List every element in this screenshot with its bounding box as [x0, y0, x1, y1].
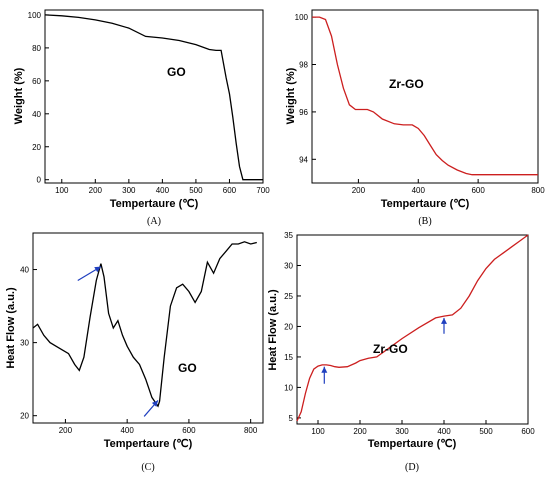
x-tick-label: 300	[395, 427, 409, 436]
ticks-b: 200 400 600 800 94 96 98 100	[295, 13, 546, 195]
panel-a: 100 200 300 400 500 600 700 0 20 40 60 80 100 Temper…	[13, 9, 271, 227]
y-tick-label: 30	[284, 261, 293, 270]
annotation-a: GO	[167, 65, 186, 79]
y-tick-label: 40	[32, 110, 41, 119]
annotation-d: Zr-GO	[373, 342, 408, 356]
x-tick-label: 600	[182, 426, 196, 435]
arrow-annotation	[321, 366, 328, 384]
arrow-annotation	[143, 399, 159, 417]
y-tick-label: 35	[284, 231, 293, 240]
x-tick-label: 500	[479, 427, 493, 436]
y-tick-label: 40	[20, 266, 29, 275]
y-tick-label: 10	[284, 383, 293, 392]
x-axis-label-b: Tempertaure (℃)	[381, 198, 470, 210]
ticks-a: 100 200 300 400 500 600 700 0 20 40 60 80 100	[28, 11, 271, 195]
y-tick-label: 96	[299, 108, 308, 117]
plot-frame-c	[32, 232, 264, 424]
x-tick-label: 400	[120, 426, 134, 435]
y-tick-label: 15	[284, 353, 293, 362]
x-tick-label: 400	[437, 427, 451, 436]
x-axis-label-a: Tempertaure (℃)	[110, 198, 199, 210]
y-tick-label: 20	[32, 143, 41, 152]
plot-frame-a	[44, 9, 264, 184]
x-tick-label: 100	[55, 186, 69, 195]
y-tick-label: 98	[299, 61, 308, 70]
y-tick-label: 94	[299, 155, 308, 164]
y-tick-label: 5	[289, 414, 294, 423]
x-tick-label: 800	[244, 426, 258, 435]
x-tick-label: 400	[412, 186, 426, 195]
arrows-c	[77, 266, 159, 417]
series-line-a	[44, 14, 263, 181]
x-axis-label-d: Tempertaure (℃)	[368, 438, 457, 450]
x-tick-label: 200	[59, 426, 73, 435]
x-tick-label: 600	[223, 186, 237, 195]
y-axis-label-c: Heat Flow (a.u.)	[5, 287, 17, 369]
x-tick-label: 200	[353, 427, 367, 436]
arrow-annotation	[77, 266, 102, 282]
y-tick-label: 20	[284, 322, 293, 331]
panel-c: 200 400 600 800 20 30 40 Tempertaure (℃) Heat …	[5, 232, 264, 473]
x-tick-label: 200	[89, 186, 103, 195]
annotation-b: Zr-GO	[389, 77, 424, 91]
x-tick-label: 400	[156, 186, 170, 195]
panel-d: 100 200 300 400 500 600 5 10 15 20 25 30 35 Temperta…	[267, 231, 535, 473]
panel-label-c: (C)	[141, 462, 154, 473]
x-tick-label: 100	[311, 427, 325, 436]
series-line-c	[32, 241, 257, 408]
y-tick-label: 25	[284, 292, 293, 301]
panel-b: 200 400 600 800 94 96 98 100 Tempertaure (℃) We…	[285, 9, 546, 227]
y-tick-label: 60	[32, 77, 41, 86]
panel-label-a: (A)	[147, 216, 161, 227]
panel-label-d: (D)	[405, 462, 419, 473]
series-line-d	[296, 234, 529, 422]
x-tick-label: 700	[256, 186, 270, 195]
y-tick-label: 100	[28, 11, 42, 20]
plot-frame-d	[296, 234, 529, 425]
plot-frame-b	[311, 9, 539, 184]
arrows-d	[321, 317, 447, 384]
x-tick-label: 600	[521, 427, 535, 436]
ticks-c: 200 400 600 800 20 30 40	[20, 266, 258, 435]
y-tick-label: 80	[32, 44, 41, 53]
y-axis-label-a: Weight (%)	[13, 67, 25, 124]
ticks-d: 100 200 300 400 500 600 5 10 15 20 25 30 35	[284, 231, 535, 436]
y-axis-label-b: Weight (%)	[285, 67, 297, 124]
x-tick-label: 500	[189, 186, 203, 195]
y-tick-label: 0	[37, 176, 42, 185]
panel-label-b: (B)	[418, 216, 431, 227]
y-tick-label: 100	[295, 13, 309, 22]
x-tick-label: 800	[531, 186, 545, 195]
series-line-b	[312, 16, 538, 176]
annotation-c: GO	[178, 361, 197, 375]
arrow-annotation	[441, 317, 447, 334]
y-tick-label: 20	[20, 412, 29, 421]
x-axis-label-c: Tempertaure (℃)	[104, 438, 193, 450]
y-axis-label-d: Heat Flow (a.u.)	[267, 289, 279, 371]
x-tick-label: 600	[471, 186, 485, 195]
x-tick-label: 300	[122, 186, 136, 195]
y-tick-label: 30	[20, 339, 29, 348]
x-tick-label: 200	[352, 186, 366, 195]
